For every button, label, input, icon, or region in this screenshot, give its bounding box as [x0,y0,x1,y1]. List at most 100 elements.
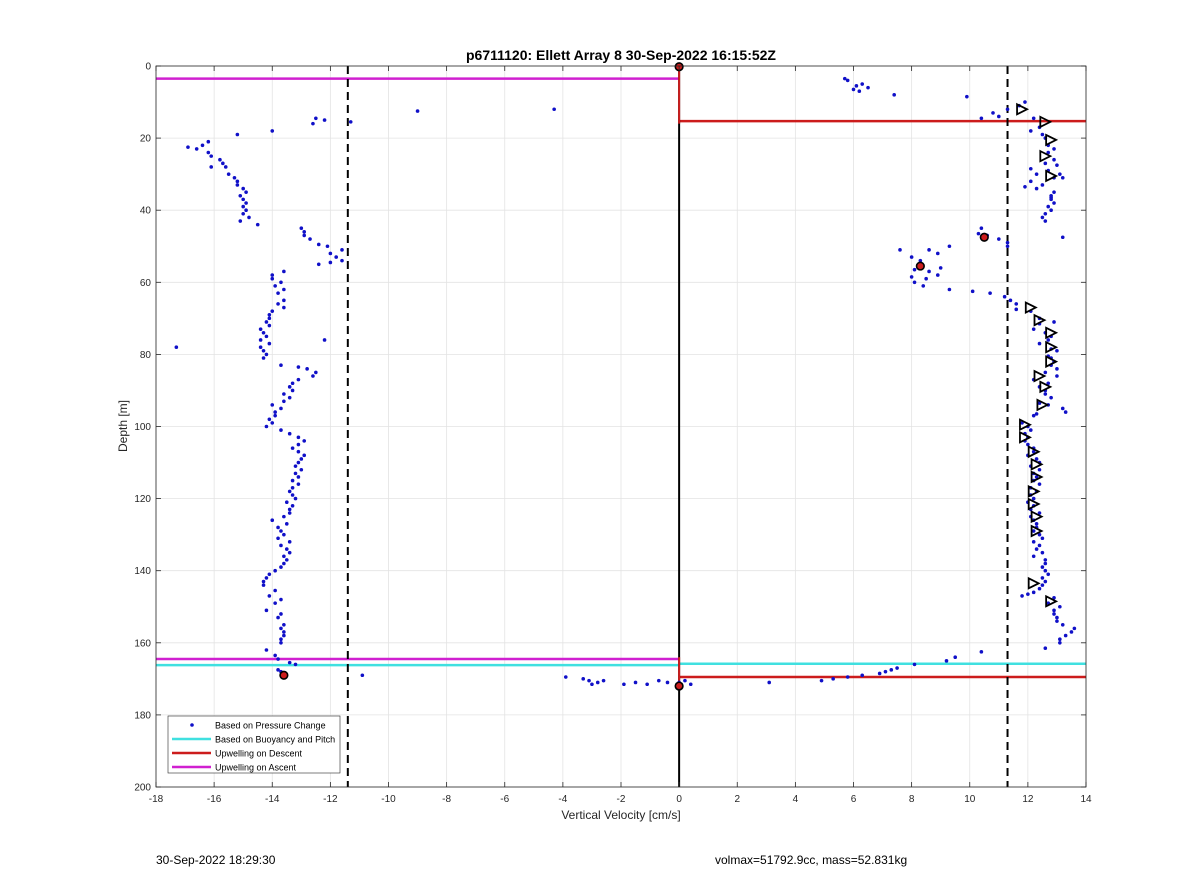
pressure-point [296,377,301,382]
pressure-point [854,84,859,88]
ascent-marker [1030,510,1044,524]
pressure-point [1005,240,1010,245]
pressure-point [273,653,277,658]
pressure-point [290,446,295,450]
pressure-point [1043,219,1048,223]
pressure-point [1040,576,1045,580]
ascent-marker [1039,380,1053,394]
legend-box [167,715,341,774]
pressure-point [290,493,295,497]
pressure-point [235,183,240,187]
legend-label: Based on Pressure Change [215,721,326,731]
pressure-point [1058,604,1062,609]
ascent-marker [1033,313,1047,327]
pressure-point [935,251,940,256]
pressure-point [314,116,318,121]
pressure-point [223,165,228,169]
pressure-point [683,678,687,683]
y-axis-label: Depth [m] [116,400,130,452]
pressure-point [622,682,626,687]
pressure-point [279,641,283,645]
pressure-point [1046,338,1051,342]
pressure-point [633,680,638,685]
pressure-point [276,536,280,541]
ascent-marker [1030,470,1044,484]
ascent-marker [1019,430,1032,444]
pressure-point [1020,594,1024,598]
pressure-point [311,374,315,378]
pressure-point [935,273,940,277]
x-tick-label: 8 [909,794,915,805]
pressure-point [279,363,283,368]
pressure-point [276,668,280,672]
pressure-point [290,381,295,386]
pressure-point [264,424,269,429]
pressure-point [194,147,199,151]
pressure-point [270,276,275,281]
pressure-point [290,504,295,508]
y-tick-label: 120 [134,494,151,505]
pressure-point [1049,395,1053,400]
pressure-point [1005,244,1010,249]
pressure-point [947,287,952,292]
pressure-point [206,139,211,144]
pressure-point [267,341,272,346]
pressure-point [1060,622,1065,627]
pressure-point [1040,583,1045,587]
pressure-point [1043,392,1048,396]
pressure-point [1037,532,1042,537]
pressure-point [587,678,591,683]
pressure-point [258,338,263,342]
pressure-point [287,431,292,436]
pressure-point [1037,543,1042,548]
pressure-point [322,118,327,122]
pressure-point [284,522,289,526]
pressure-point [1069,630,1074,634]
pressure-point [1028,129,1033,133]
pressure-point [241,204,245,209]
pressure-point [270,421,275,425]
ascent-marker [1045,340,1059,354]
x-tick-label: 10 [964,794,976,805]
ascent-marker [1027,576,1041,590]
pressure-point [282,305,286,310]
pressure-point [282,269,286,274]
ascent-marker [1019,418,1032,432]
legend: Based on Pressure Change Based on Buoyanc… [167,715,341,774]
pressure-point [1034,412,1039,416]
pressure-point [1072,626,1077,631]
pressure-point [991,111,995,115]
ascent-marker [1036,398,1050,412]
footer-summary: volmax=51792.9cc, mass=52.831kg [715,853,908,867]
ascent-marker [1033,369,1047,383]
pressure-point [276,615,280,620]
pressure-point [360,673,365,678]
pressure-point [322,338,327,342]
pressure-point [1043,161,1048,166]
pressure-point [174,345,179,349]
pressure-point [316,262,321,267]
pressure-point [299,457,304,461]
pressure-point [1002,294,1007,299]
pressure-point [1058,637,1062,641]
pressure-point [273,588,277,593]
pressure-point [238,193,243,198]
pressure-point [1043,212,1048,216]
pressure-point [1040,550,1045,555]
y-tick-label: 100 [134,422,151,433]
pressure-point [279,280,283,285]
y-tick-label: 20 [140,134,152,145]
legend-swatch [190,723,194,727]
x-tick-label: -4 [558,794,567,805]
pressure-point [267,323,272,328]
pressure-point [1028,166,1033,171]
pressure-point [1055,615,1059,620]
pressure-point [947,244,952,249]
pressure-point [221,161,225,166]
pressure-point [1034,547,1039,551]
pressure-point [1028,179,1033,184]
pressure-point [264,334,269,339]
pressure-point [842,76,847,81]
pressure-point [1055,348,1059,353]
pressure-point [282,399,286,404]
